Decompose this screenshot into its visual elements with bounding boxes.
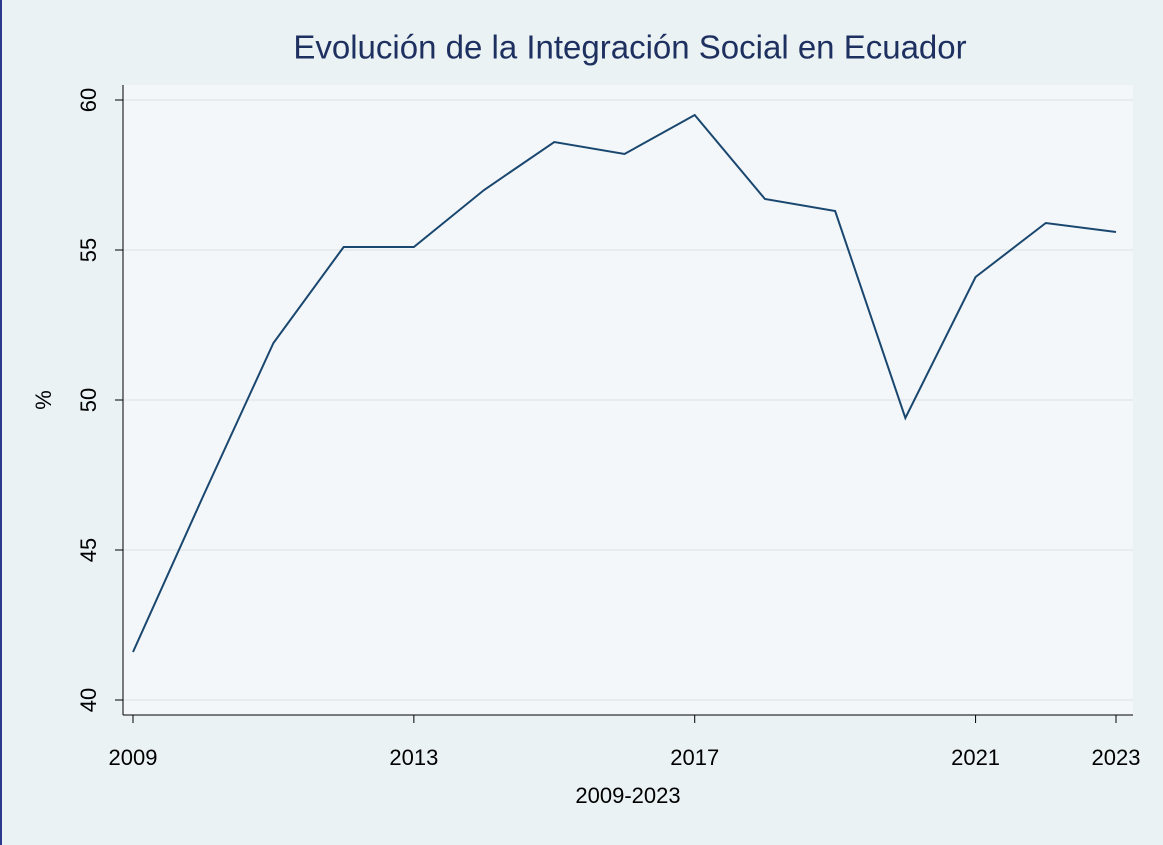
y-tick-label: 45 — [76, 538, 101, 562]
y-axis-label: % — [31, 390, 56, 410]
y-tick-label: 60 — [76, 88, 101, 112]
x-tick-label: 2023 — [1092, 745, 1141, 770]
y-tick-label: 55 — [76, 238, 101, 262]
y-tick-label: 50 — [76, 388, 101, 412]
y-tick-label: 40 — [76, 688, 101, 712]
chart-title: Evolución de la Integración Social en Ec… — [293, 29, 966, 66]
x-tick-label: 2021 — [951, 745, 1000, 770]
x-tick-label: 2013 — [389, 745, 438, 770]
x-axis-label: 2009-2023 — [575, 783, 680, 808]
x-tick-label: 2017 — [670, 745, 719, 770]
x-tick-label: 2009 — [109, 745, 158, 770]
data-line — [132, 113, 1117, 653]
